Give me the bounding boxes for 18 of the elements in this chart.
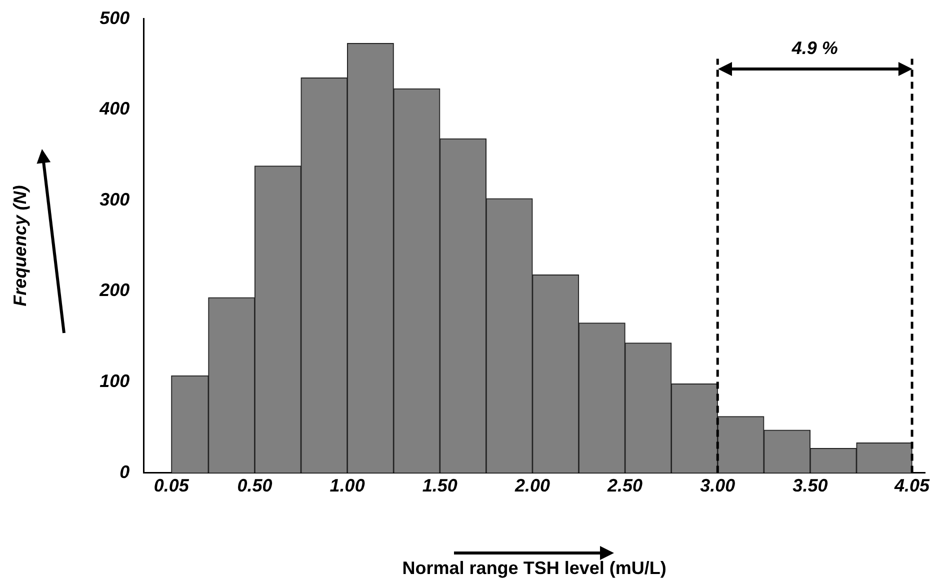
x-tick-label: 0.50 xyxy=(237,476,272,496)
x-tick-label: 1.50 xyxy=(422,476,458,496)
y-tick-label: 300 xyxy=(100,189,130,210)
y-tick-label: 100 xyxy=(100,370,130,391)
x-tick-label: 2.50 xyxy=(606,476,643,496)
x-axis-title: Normal range TSH level (mU/L) xyxy=(402,558,666,578)
x-tick-label: 3.50 xyxy=(792,476,828,496)
x-tick-label: 4.05 xyxy=(894,476,931,496)
x-tick-label: 0.05 xyxy=(154,476,190,496)
y-tick-label: 0 xyxy=(120,462,130,482)
y-tick-label: 400 xyxy=(98,98,130,119)
y-axis-title: Frequency (N) xyxy=(10,185,30,306)
x-tick-label: 3.00 xyxy=(700,476,736,496)
y-tick-label: 200 xyxy=(98,280,130,300)
x-tick-label: 1.00 xyxy=(330,476,365,496)
annotation: 4.9 % xyxy=(790,38,838,58)
y-tick-label: 500 xyxy=(100,8,130,28)
x-tick-label: 2.00 xyxy=(514,476,550,496)
